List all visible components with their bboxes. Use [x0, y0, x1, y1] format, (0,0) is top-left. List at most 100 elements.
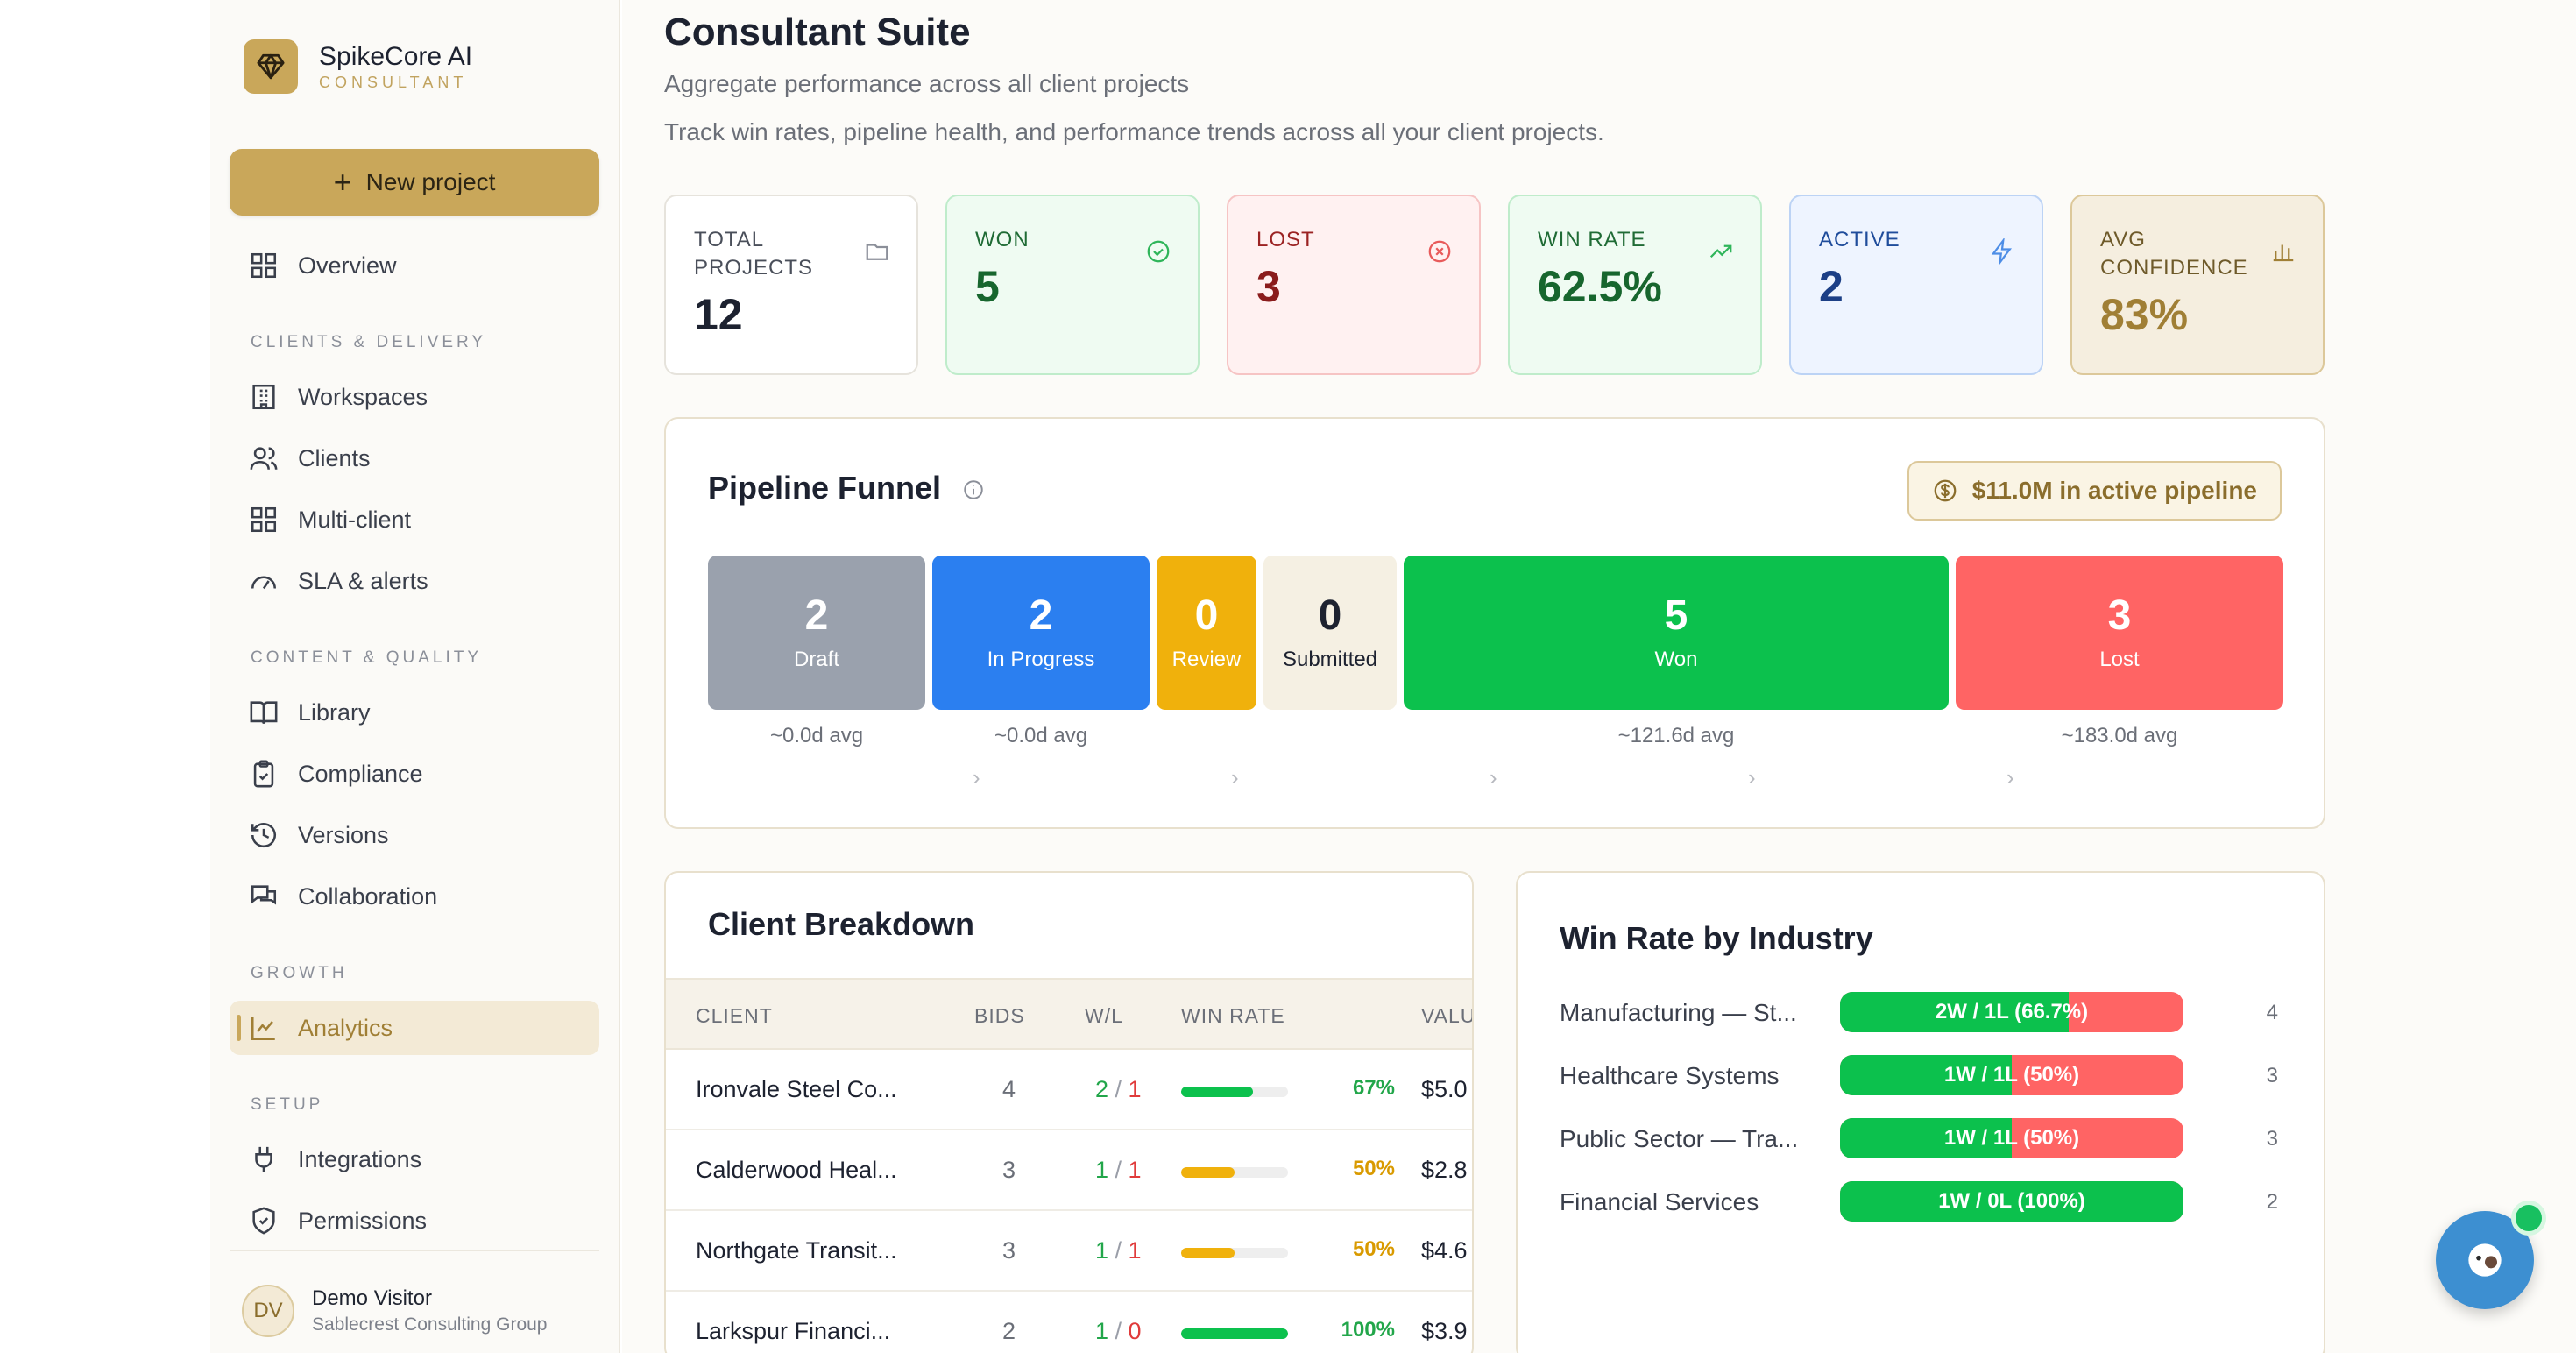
page-subtitle: Aggregate performance across all client …: [664, 70, 1190, 97]
win-segment: [1840, 992, 2070, 1032]
column-header-wl[interactable]: W/L: [1085, 1004, 1123, 1027]
sidebar-item-clients[interactable]: Clients: [230, 431, 599, 485]
sidebar-item-analytics[interactable]: Analytics: [230, 1001, 599, 1055]
brand[interactable]: SpikeCore AI CONSULTANT: [244, 39, 472, 95]
stage-draft[interactable]: 2 Draft: [708, 556, 925, 710]
info-icon[interactable]: [962, 478, 985, 501]
sidebar-item-label: Collaboration: [298, 882, 438, 910]
bids-count: 2: [1002, 1318, 1016, 1344]
kpi-label: AVG CONFIDENCE: [2100, 228, 2248, 280]
new-project-button[interactable]: + New project: [230, 149, 599, 216]
stage-submitted[interactable]: 0 Submitted: [1263, 556, 1397, 710]
column-header-win-rate[interactable]: WIN RATE: [1181, 1004, 1285, 1027]
bar-label: 1W / 1L (50%): [1943, 1063, 2080, 1087]
win-rate-by-industry-card: Win Rate by Industry Manufacturing — St.…: [1516, 871, 2325, 1353]
kpi-value: 2: [1819, 262, 1844, 311]
industry-name: Manufacturing — St...: [1560, 999, 1797, 1026]
column-header-client[interactable]: CLIENT: [696, 1004, 773, 1027]
funnel-title-text: Pipeline Funnel: [708, 470, 942, 506]
kpi-lost: LOST 3: [1227, 195, 1481, 375]
client-breakdown-card: Client Breakdown CLIENT BIDS W/L WIN RAT…: [664, 871, 1474, 1353]
industry-count: 3: [2266, 1127, 2278, 1151]
industry-win-loss-bar: 2W / 1L (66.7%): [1840, 992, 2183, 1032]
separator: /: [1108, 1318, 1129, 1344]
stage-lost[interactable]: 3 Lost: [1956, 556, 2283, 710]
industry-count: 2: [2266, 1190, 2278, 1214]
main-content: Consultant Suite Aggregate performance a…: [622, 0, 2576, 1353]
bar-label: 2W / 1L (66.7%): [1935, 1000, 2089, 1024]
sidebar-item-library[interactable]: Library: [230, 685, 599, 740]
table-row[interactable]: Larkspur Financi... 2 1 / 0 100% $3.9: [666, 1293, 1472, 1353]
chevron-right-icon: ›: [1490, 764, 1497, 790]
industry-row: Healthcare Systems 1W / 1L (50%) 3: [1560, 1055, 2278, 1097]
kpi-label: WON: [975, 228, 1030, 251]
kpi-avg-confidence: AVG CONFIDENCE 83%: [2070, 195, 2325, 375]
section-content-quality: CONTENT & QUALITY: [251, 648, 483, 667]
bar-label: 1W / 1L (50%): [1943, 1126, 2080, 1150]
separator: /: [1108, 1157, 1129, 1183]
losses: 1: [1128, 1157, 1142, 1183]
sidebar-item-permissions[interactable]: Permissions: [230, 1194, 599, 1248]
user-org: Sablecrest Consulting Group: [312, 1314, 548, 1335]
industry-name: Healthcare Systems: [1560, 1062, 1780, 1089]
stage-count: 0: [1318, 591, 1342, 639]
page-title: Consultant Suite: [664, 11, 971, 53]
chevron-right-icon: ›: [1748, 764, 1756, 790]
table-row[interactable]: Northgate Transit... 3 1 / 1 50% $4.6: [666, 1213, 1472, 1292]
win-rate-bar: [1181, 1328, 1288, 1339]
win-rate-value: 67%: [1352, 1076, 1395, 1100]
stage-name: Review: [1171, 648, 1242, 672]
layout-grid-icon: [251, 506, 277, 533]
value: $4.6: [1421, 1237, 1468, 1264]
sidebar-item-sla-alerts[interactable]: SLA & alerts: [230, 554, 599, 608]
kpi-label: ACTIVE: [1819, 228, 1900, 251]
win-rate-bar: [1181, 1087, 1288, 1097]
kpi-label: LOST: [1256, 228, 1315, 251]
users-icon: [250, 447, 278, 470]
divider: [230, 1250, 599, 1251]
kpi-label: TOTAL PROJECTS: [694, 228, 814, 280]
column-header-value[interactable]: VALU: [1421, 1004, 1474, 1027]
trending-up-icon: [1709, 244, 1732, 259]
pipeline-value-badge: $11.0M in active pipeline: [1907, 461, 2282, 521]
industry-count: 4: [2266, 1001, 2278, 1024]
chevron-right-icon: ›: [1231, 764, 1239, 790]
line-chart-icon: [251, 1017, 275, 1041]
value: $3.9: [1421, 1318, 1468, 1344]
kpi-value: 83%: [2100, 290, 2189, 339]
book-open-icon: [250, 701, 278, 724]
stage-count: 2: [1029, 591, 1053, 639]
stage-name: In Progress: [987, 648, 1095, 672]
win-loss: 1 / 1: [1095, 1237, 1142, 1264]
sidebar-item-multi-client[interactable]: Multi-client: [230, 492, 599, 547]
sidebar-item-versions[interactable]: Versions: [230, 808, 599, 862]
win-segment: [1840, 1055, 2012, 1095]
win-segment: [1840, 1118, 2012, 1158]
win-segment: [1840, 1181, 2183, 1222]
industry-win-loss-bar: 1W / 1L (50%): [1840, 1118, 2183, 1158]
chevron-right-icon: ›: [973, 764, 980, 790]
wins: 2: [1095, 1076, 1109, 1102]
sidebar-item-label: Workspaces: [298, 383, 428, 410]
stage-review[interactable]: 0 Review: [1157, 556, 1256, 710]
user-profile[interactable]: DV Demo Visitor Sablecrest Consulting Gr…: [242, 1285, 547, 1337]
client-breakdown-title: Client Breakdown: [708, 906, 975, 942]
kpi-value: 3: [1256, 262, 1281, 311]
stage-in-progress[interactable]: 2 In Progress: [932, 556, 1150, 710]
stage-won[interactable]: 5 Won: [1404, 556, 1949, 710]
sidebar-item-integrations[interactable]: Integrations: [230, 1132, 599, 1187]
stage-avg-lost: ~183.0d avg: [2061, 724, 2178, 747]
kpi-total-projects: TOTAL PROJECTS 12: [664, 195, 918, 375]
win-rate-fill: [1181, 1167, 1235, 1178]
sidebar-item-collaboration[interactable]: Collaboration: [230, 869, 599, 924]
table-row[interactable]: Ironvale Steel Co... 4 2 / 1 67% $5.0: [666, 1052, 1472, 1130]
wins: 1: [1095, 1237, 1109, 1264]
stage-count: 3: [2107, 591, 2132, 639]
sidebar-item-workspaces[interactable]: Workspaces: [230, 370, 599, 424]
column-header-bids[interactable]: BIDS: [974, 1004, 1025, 1027]
sidebar-item-overview[interactable]: Overview: [230, 238, 599, 293]
win-rate-fill: [1181, 1248, 1235, 1258]
table-row[interactable]: Calderwood Heal... 3 1 / 1 50% $2.8: [666, 1132, 1472, 1211]
sidebar-item-compliance[interactable]: Compliance: [230, 747, 599, 801]
avatar: DV: [242, 1285, 294, 1337]
